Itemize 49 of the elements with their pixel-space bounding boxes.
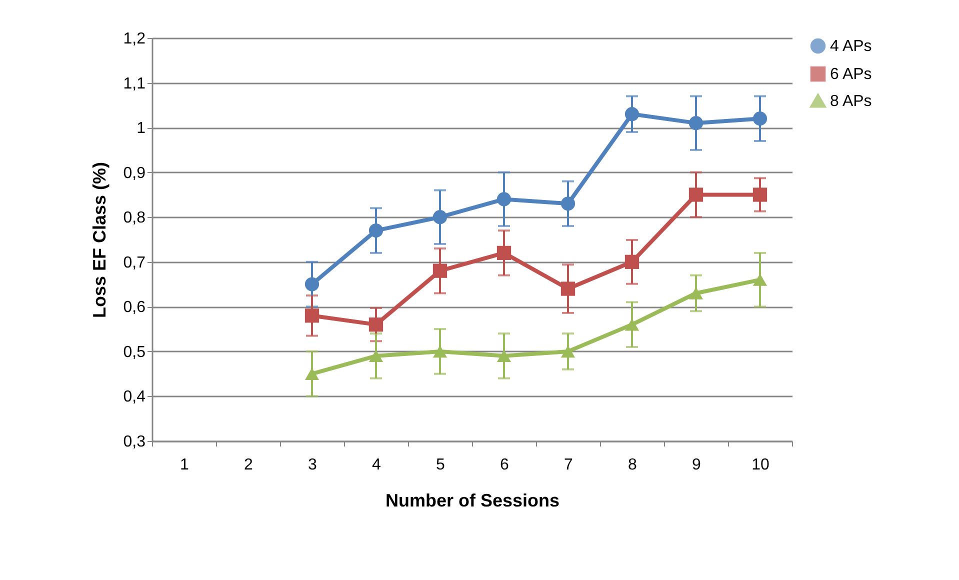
point [368, 318, 384, 332]
y-tick-label: 0,9 [123, 164, 146, 182]
point [688, 116, 704, 130]
point [560, 196, 576, 211]
x-tick-label: 2 [244, 456, 254, 474]
x-tick-label: 1 [180, 456, 190, 474]
x-tick-label: 9 [692, 456, 702, 474]
point [432, 345, 448, 358]
point [304, 277, 320, 292]
point [560, 345, 576, 358]
point [560, 282, 576, 296]
point [624, 318, 640, 331]
x-axis-title: Number of Sessions [385, 490, 560, 510]
legend-label: 6 APs [830, 66, 872, 83]
y-tick-label: 0,5 [123, 344, 146, 361]
y-tick-label: 0,6 [123, 299, 146, 316]
x-tick-label: 5 [436, 456, 446, 474]
point [432, 264, 448, 278]
x-tick-label: 8 [628, 456, 638, 474]
y-tick-label: 1 [136, 120, 146, 138]
legend-label: 4 APs [830, 38, 872, 55]
point [496, 192, 512, 206]
point [368, 350, 384, 362]
x-tick-label: 7 [564, 456, 574, 474]
y-tick-label: 0,8 [123, 210, 146, 227]
point [368, 223, 384, 238]
point [624, 254, 640, 269]
y-tick-label: 1,1 [123, 75, 146, 92]
y-tick-label: 0,4 [123, 388, 146, 406]
legend-label: 8 APs [830, 93, 872, 110]
point [304, 368, 320, 380]
x-tick-label: 3 [308, 456, 318, 474]
y-tick-label: 0,7 [123, 254, 146, 272]
point [752, 188, 768, 202]
y-axis-title: Loss EF Class (%) [89, 162, 110, 318]
point [752, 112, 768, 126]
point [304, 308, 320, 323]
point [688, 287, 704, 300]
y-tick-label: 0,3 [123, 434, 146, 450]
point [496, 246, 512, 260]
x-tick-label: 6 [500, 456, 510, 474]
x-tick-label: 10 [752, 456, 770, 474]
point [688, 188, 704, 202]
point [432, 210, 448, 224]
y-tick-label: 1,2 [123, 30, 146, 48]
x-tick-label: 4 [372, 456, 382, 474]
point [496, 350, 512, 362]
point [752, 274, 768, 286]
point [624, 107, 640, 122]
